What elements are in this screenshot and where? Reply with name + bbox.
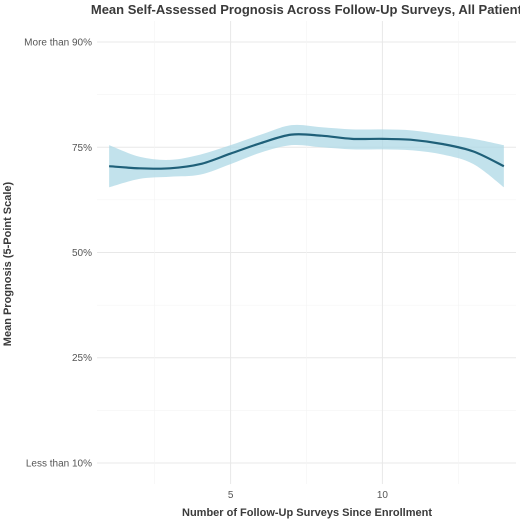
y-tick-label: More than 90% — [24, 38, 92, 49]
y-tick-label: 50% — [72, 248, 92, 259]
y-tick-label: 25% — [72, 353, 92, 364]
y-tick-label: Less than 10% — [26, 458, 92, 469]
y-axis-label: Mean Prognosis (5-Point Scale) — [2, 181, 14, 346]
chart-title: Mean Self-Assessed Prognosis Across Foll… — [91, 2, 520, 17]
grid — [97, 21, 516, 484]
y-tick-labels: Less than 10% 25% 50% 75% More than 90% — [24, 38, 92, 470]
x-axis-label: Number of Follow-Up Surveys Since Enroll… — [182, 507, 432, 519]
x-tick-labels: 5 10 — [228, 490, 389, 501]
x-tick-label: 5 — [228, 490, 234, 501]
trend-line — [109, 133, 505, 170]
y-tick-label: 75% — [72, 143, 92, 154]
x-tick-label: 10 — [377, 490, 389, 501]
